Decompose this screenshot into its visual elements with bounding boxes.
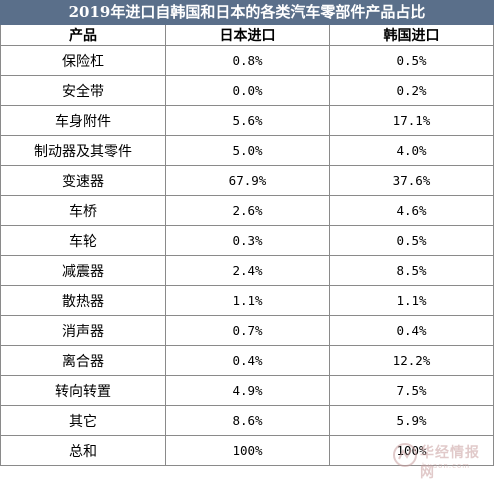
japan-cell: 5.0% (165, 135, 330, 166)
korea-cell: 0.2% (329, 75, 494, 106)
table-title: 2019年进口自韩国和日本的各类汽车零部件产品占比 (0, 0, 494, 25)
table-row: 车身附件 5.6% 17.1% (0, 105, 494, 136)
table-row: 转向转置 4.9% 7.5% (0, 375, 494, 406)
product-cell: 转向转置 (0, 375, 166, 406)
korea-cell: 37.6% (329, 165, 494, 196)
table-row: 总和 100% 100% (0, 435, 494, 466)
product-cell: 离合器 (0, 345, 166, 376)
table-row: 散热器 1.1% 1.1% (0, 285, 494, 316)
korea-cell: 0.5% (329, 45, 494, 76)
korea-cell: 4.0% (329, 135, 494, 166)
japan-cell: 2.4% (165, 255, 330, 286)
table-row: 离合器 0.4% 12.2% (0, 345, 494, 376)
product-cell: 减震器 (0, 255, 166, 286)
japan-cell: 8.6% (165, 405, 330, 436)
table-row: 车轮 0.3% 0.5% (0, 225, 494, 256)
japan-cell: 5.6% (165, 105, 330, 136)
japan-cell: 0.8% (165, 45, 330, 76)
table-row: 安全带 0.0% 0.2% (0, 75, 494, 106)
korea-cell: 4.6% (329, 195, 494, 226)
korea-cell: 5.9% (329, 405, 494, 436)
product-cell: 车轮 (0, 225, 166, 256)
korea-cell: 8.5% (329, 255, 494, 286)
product-cell: 车桥 (0, 195, 166, 226)
japan-cell: 0.3% (165, 225, 330, 256)
japan-cell: 4.9% (165, 375, 330, 406)
header-korea-import: 韩国进口 (329, 25, 494, 46)
header-japan-import: 日本进口 (165, 25, 330, 46)
product-cell: 消声器 (0, 315, 166, 346)
table-body: 保险杠 0.8% 0.5% 安全带 0.0% 0.2% 车身附件 5.6% 17… (0, 45, 494, 466)
korea-cell: 100% (329, 435, 494, 466)
japan-cell: 100% (165, 435, 330, 466)
korea-cell: 17.1% (329, 105, 494, 136)
korea-cell: 0.4% (329, 315, 494, 346)
korea-cell: 0.5% (329, 225, 494, 256)
product-cell: 散热器 (0, 285, 166, 316)
table-row: 保险杠 0.8% 0.5% (0, 45, 494, 76)
table-row: 变速器 67.9% 37.6% (0, 165, 494, 196)
header-row: 产品 日本进口 韩国进口 (0, 25, 494, 46)
table-row: 消声器 0.7% 0.4% (0, 315, 494, 346)
japan-cell: 0.4% (165, 345, 330, 376)
header-product: 产品 (0, 25, 166, 46)
japan-cell: 67.9% (165, 165, 330, 196)
table-row: 车桥 2.6% 4.6% (0, 195, 494, 226)
korea-cell: 7.5% (329, 375, 494, 406)
product-cell: 总和 (0, 435, 166, 466)
product-cell: 制动器及其零件 (0, 135, 166, 166)
japan-cell: 2.6% (165, 195, 330, 226)
korea-cell: 12.2% (329, 345, 494, 376)
japan-cell: 0.7% (165, 315, 330, 346)
product-cell: 保险杠 (0, 45, 166, 76)
table-row: 减震器 2.4% 8.5% (0, 255, 494, 286)
japan-cell: 0.0% (165, 75, 330, 106)
product-cell: 其它 (0, 405, 166, 436)
product-cell: 安全带 (0, 75, 166, 106)
product-cell: 变速器 (0, 165, 166, 196)
data-table: 产品 日本进口 韩国进口 保险杠 0.8% 0.5% 安全带 0.0% 0.2%… (0, 25, 494, 466)
japan-cell: 1.1% (165, 285, 330, 316)
korea-cell: 1.1% (329, 285, 494, 316)
table-row: 制动器及其零件 5.0% 4.0% (0, 135, 494, 166)
table-row: 其它 8.6% 5.9% (0, 405, 494, 436)
product-cell: 车身附件 (0, 105, 166, 136)
